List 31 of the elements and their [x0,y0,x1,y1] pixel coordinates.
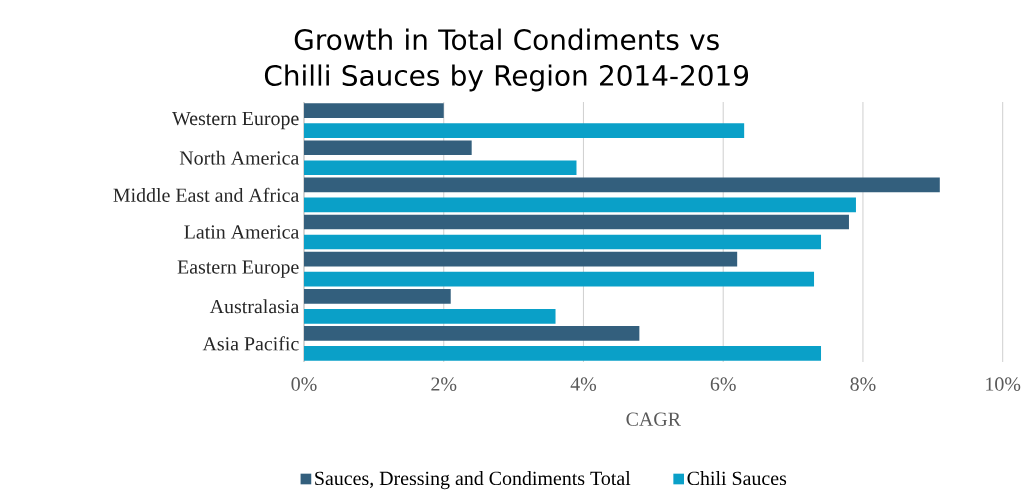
y-tick-label: Eastern Europe [177,260,299,278]
y-tick-label: Latin America [184,225,300,239]
bar [304,123,745,138]
bar [304,177,940,193]
x-tick-label: 10% [986,377,1021,391]
bar [304,214,849,230]
y-tick-label: Western Europe [172,111,299,130]
chart-title: Growth in Total Condiments vs Chilli Sauces by Region 2014-2019 [264,28,749,92]
bar [304,251,738,267]
bar [304,103,444,118]
x-tick-label: 2% [431,377,457,391]
y-tick-label: North America [179,150,300,165]
y-tick-label: Middle East and Africa [113,187,300,202]
bar [304,234,822,250]
x-tick-label: 4% [570,377,597,391]
bar [304,197,856,213]
x-tick-label: 0% [291,377,317,391]
y-tick-label: Asia Pacific [202,336,299,351]
bar [304,140,472,156]
bar [304,326,640,341]
x-tick-label: 6% [710,377,736,391]
bar [304,308,556,324]
y-tick-label: Australasia [209,299,300,314]
bar [304,160,577,176]
legend-label: Sauces, Dressing and Condiments Total [315,471,631,490]
bar [304,288,451,304]
legend-label: Chili Sauces [687,471,787,486]
x-axis-title: CAGR [626,412,681,426]
bar [304,346,822,361]
bar [304,271,815,287]
x-tick-label: 8% [850,377,876,391]
